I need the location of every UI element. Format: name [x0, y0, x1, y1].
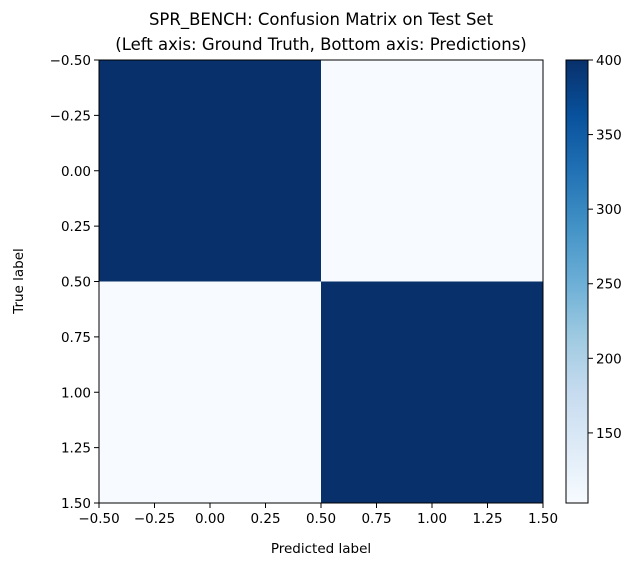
x-tick-label: −0.50	[78, 511, 119, 527]
y-axis-label: True label	[11, 248, 27, 315]
x-tick-label: 0.75	[361, 511, 391, 527]
x-axis-label: Predicted label	[271, 541, 371, 557]
heatmap-cell-r0-c0	[99, 60, 321, 282]
y-tick-label: 1.50	[61, 496, 91, 512]
x-tick-label: 0.25	[250, 511, 280, 527]
colorbar-tick-label: 350	[596, 128, 622, 144]
colorbar-tick-label: 200	[596, 351, 622, 367]
chart-subtitle: (Left axis: Ground Truth, Bottom axis: P…	[115, 35, 526, 54]
colorbar-ticks: 150 200 250 300 350 400	[588, 53, 622, 442]
x-tick-label: −0.25	[134, 511, 175, 527]
heatmap-cells	[99, 60, 543, 503]
heatmap-cell-r1-c1	[321, 281, 543, 503]
heatmap-cell-r1-c0	[99, 281, 321, 503]
y-tick-label: 0.25	[61, 219, 91, 235]
y-tick-label: 0.50	[61, 275, 91, 291]
y-tick-label: −0.25	[50, 108, 91, 124]
colorbar-tick-label: 150	[596, 426, 622, 442]
y-tick-label: 1.25	[61, 441, 91, 457]
y-axis-ticks: −0.50 −0.25 0.00 0.25 0.50 0.75 1.00 1.25 1.50	[50, 53, 99, 512]
colorbar-tick-label: 300	[596, 202, 622, 218]
chart-title: SPR_BENCH: Confusion Matrix on Test Set	[149, 10, 494, 30]
x-tick-label: 0.00	[195, 511, 225, 527]
y-tick-label: −0.50	[50, 53, 91, 69]
x-tick-label: 1.50	[528, 511, 558, 527]
y-tick-label: 1.00	[61, 385, 91, 401]
x-tick-label: 0.50	[306, 511, 336, 527]
x-axis-ticks: −0.50 −0.25 0.00 0.25 0.50 0.75 1.00 1.25 1.50	[78, 503, 558, 527]
x-tick-label: 1.25	[472, 511, 502, 527]
y-tick-label: 0.00	[61, 164, 91, 180]
colorbar	[565, 59, 589, 504]
colorbar-tick-label: 400	[596, 53, 622, 69]
heatmap-cell-r0-c1	[321, 60, 543, 282]
x-tick-label: 1.00	[417, 511, 447, 527]
y-tick-label: 0.75	[61, 330, 91, 346]
colorbar-tick-label: 250	[596, 277, 622, 293]
